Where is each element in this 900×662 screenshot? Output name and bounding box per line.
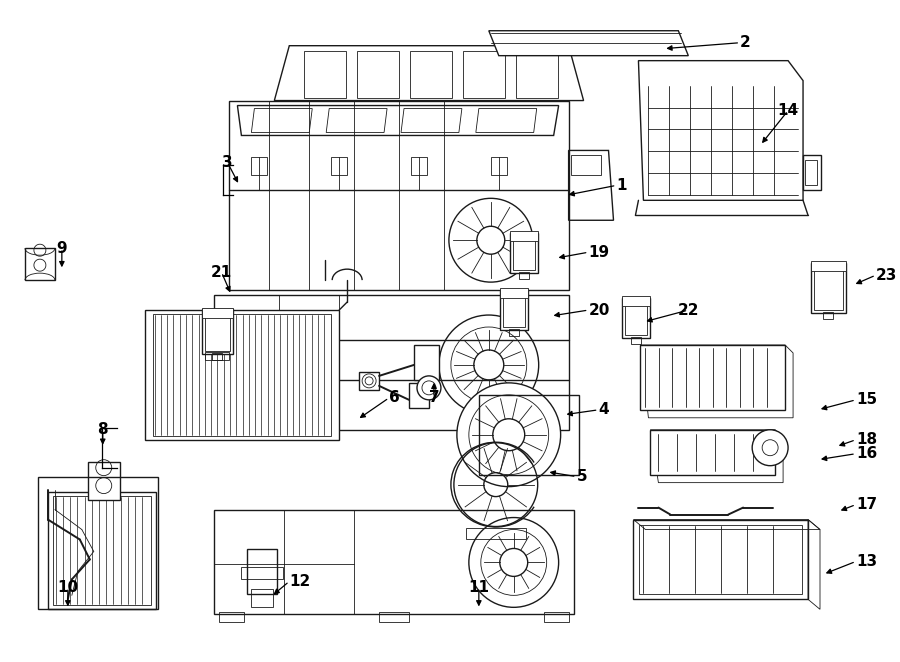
Bar [357,51,399,97]
Bar [241,567,284,579]
Text: 21: 21 [211,265,232,279]
Bar [623,296,651,306]
Bar [571,156,600,175]
Text: 13: 13 [856,554,877,569]
Bar [331,158,347,175]
Bar [626,301,647,335]
Bar [411,158,427,175]
Text: 16: 16 [856,446,878,461]
Text: 22: 22 [678,303,699,318]
Bar [500,288,527,298]
Polygon shape [634,520,808,599]
Bar [410,51,452,97]
Bar [639,524,802,594]
Bar [202,308,233,318]
Text: 14: 14 [778,103,798,118]
Text: 3: 3 [222,155,233,170]
Bar [304,51,347,97]
Bar [509,233,537,273]
Text: 1: 1 [616,178,627,193]
Bar [479,395,579,475]
Bar [651,430,775,475]
Bar [202,309,233,354]
Bar [414,345,439,380]
Text: 23: 23 [876,267,897,283]
Bar [811,263,846,313]
Bar [500,290,527,330]
Bar [518,272,528,279]
Bar [224,416,255,428]
Bar [205,352,230,360]
Bar [811,261,846,271]
Bar [212,353,222,360]
Text: 6: 6 [389,391,400,405]
Bar [153,314,331,436]
Bar [248,549,277,594]
Bar [463,51,505,97]
Bar [220,612,245,622]
Polygon shape [359,372,379,390]
Bar [805,160,817,185]
Polygon shape [489,30,688,56]
Bar [379,612,409,622]
Bar [641,345,785,410]
Bar [516,51,558,97]
Bar [623,298,651,338]
Polygon shape [25,248,55,280]
Bar [814,266,843,310]
Bar [491,158,507,175]
Bar [409,383,429,408]
Circle shape [457,383,561,487]
Bar [503,293,525,327]
Bar [513,236,535,270]
Bar [214,510,573,614]
Text: 10: 10 [58,580,78,595]
Bar [145,310,339,440]
Bar [823,312,833,319]
Bar [88,461,120,500]
Bar [251,158,267,175]
Text: 15: 15 [856,393,877,407]
Bar [53,496,150,605]
Polygon shape [274,46,583,101]
Text: 20: 20 [589,303,610,318]
Text: 18: 18 [856,432,877,448]
Text: 12: 12 [289,574,310,589]
Bar [466,528,526,540]
Text: 19: 19 [589,245,609,260]
Circle shape [752,430,788,465]
Text: 7: 7 [428,391,439,405]
Bar [204,312,230,351]
Text: 8: 8 [97,422,108,438]
Text: 5: 5 [577,469,587,484]
Text: 2: 2 [740,35,751,50]
Bar [251,589,274,607]
Bar [48,492,156,609]
Bar [544,612,569,622]
Bar [803,156,821,191]
Text: 4: 4 [598,402,609,417]
Bar [509,231,537,241]
Circle shape [417,376,441,400]
Bar [38,477,157,609]
Bar [508,329,518,336]
Text: 17: 17 [856,497,877,512]
Bar [632,337,642,344]
Text: 9: 9 [57,241,68,256]
Text: 11: 11 [468,580,490,595]
Bar [259,416,289,428]
